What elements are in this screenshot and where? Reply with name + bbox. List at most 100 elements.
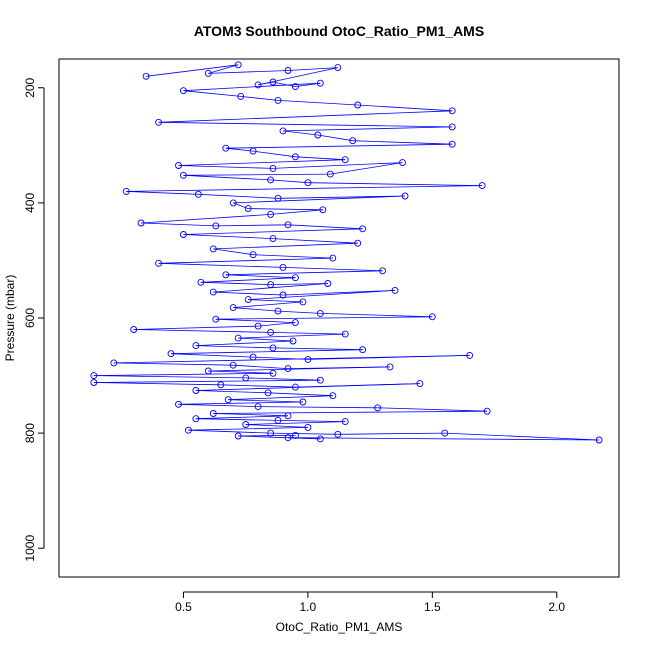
series-line-segment	[93, 382, 221, 386]
data-point	[428, 313, 436, 321]
series-line-segment	[225, 270, 383, 276]
series-line-segment	[215, 318, 296, 323]
data-point	[267, 429, 275, 437]
data-point	[299, 398, 307, 406]
data-point	[224, 396, 232, 404]
series-line-segment	[170, 349, 363, 355]
series-line-segment	[93, 375, 246, 379]
series-line-segment	[307, 182, 483, 186]
data-point	[242, 374, 250, 382]
series-line-segment	[238, 435, 321, 440]
data-point	[304, 423, 312, 431]
data-point	[341, 418, 349, 426]
data-point	[401, 192, 409, 200]
series-line-segment	[183, 234, 274, 239]
series-line-segment	[357, 104, 453, 112]
data-point	[441, 429, 449, 437]
series-line-segment	[258, 322, 296, 327]
data-point	[274, 307, 282, 315]
series-line-segment	[277, 420, 346, 422]
y-tick-label: 600	[23, 308, 37, 328]
data-point	[212, 222, 220, 230]
series-line-segment	[233, 364, 289, 369]
data-point	[167, 350, 175, 358]
series-line-segment	[245, 421, 346, 425]
data-point	[359, 225, 367, 233]
data-point	[284, 365, 292, 373]
series-line-segment	[126, 185, 483, 192]
series-line-segment	[146, 64, 239, 77]
data-point	[359, 346, 367, 354]
data-point	[379, 267, 387, 275]
x-tick-label: 0.5	[175, 600, 192, 614]
series-line-segment	[282, 130, 318, 136]
data-point	[179, 231, 187, 238]
data-point	[217, 381, 225, 389]
data-point	[391, 286, 399, 294]
series-line-segment	[268, 392, 333, 397]
series-line-segment	[248, 299, 303, 303]
data-point	[269, 369, 277, 377]
series-line-segment	[213, 248, 254, 256]
series-line-segment	[208, 64, 239, 74]
series-line-segment	[270, 209, 323, 215]
series-line-segment	[287, 67, 338, 71]
series-line-segment	[188, 429, 271, 434]
data-point	[329, 392, 337, 400]
axes: 0.5 1.0 1.5 2.0 200 400 600 800 1000	[23, 77, 565, 614]
series-line-segment	[93, 379, 321, 383]
data-point	[274, 194, 282, 202]
y-axis-label: Pressure (mbar)	[3, 275, 17, 362]
data-point	[229, 199, 237, 207]
series-line-segment	[198, 193, 279, 199]
data-point	[319, 206, 327, 214]
series-line-segment	[93, 372, 274, 376]
data-point	[194, 190, 202, 198]
data-point	[267, 210, 275, 218]
series-line-segment	[195, 418, 279, 421]
data-point	[448, 140, 456, 148]
data-point	[142, 72, 150, 80]
series-line-segment	[277, 100, 358, 106]
data-point	[354, 239, 362, 247]
series-line-segment	[287, 437, 600, 441]
data-point	[242, 421, 250, 428]
data-point	[326, 170, 334, 178]
series-line-segment	[215, 224, 289, 227]
series-line-segment	[248, 290, 396, 300]
series-line-segment	[158, 257, 333, 264]
series-line-segment	[377, 407, 488, 412]
series-line-segment	[208, 366, 391, 372]
data-point	[316, 79, 324, 87]
series-line-segment	[270, 179, 308, 184]
data-point	[316, 376, 324, 384]
series-line-segment	[208, 70, 289, 74]
data-point	[179, 171, 187, 179]
data-point	[334, 64, 342, 72]
series-line-segment	[213, 242, 358, 250]
data-point	[291, 153, 299, 161]
series-line-segment	[248, 208, 323, 211]
series-line-segment	[337, 432, 445, 435]
data-point	[399, 159, 406, 167]
series-line-segment	[208, 370, 274, 374]
data-point	[291, 83, 299, 91]
data-point	[155, 259, 163, 267]
series-line-segment	[178, 165, 274, 169]
series-line-segment	[444, 432, 600, 441]
series-line-segment	[272, 238, 358, 244]
data-point	[110, 359, 118, 367]
series-line-segment	[277, 195, 406, 199]
x-tick-label: 1.5	[424, 600, 441, 614]
data-point	[209, 245, 217, 253]
data-point	[284, 434, 292, 442]
data-point	[184, 426, 192, 434]
series-line-segment	[272, 162, 403, 169]
data-point	[354, 101, 362, 109]
data-point	[197, 278, 205, 286]
data-point	[192, 415, 200, 423]
data-point	[466, 351, 474, 359]
series-line-segment	[133, 325, 259, 330]
data-point	[122, 187, 130, 195]
